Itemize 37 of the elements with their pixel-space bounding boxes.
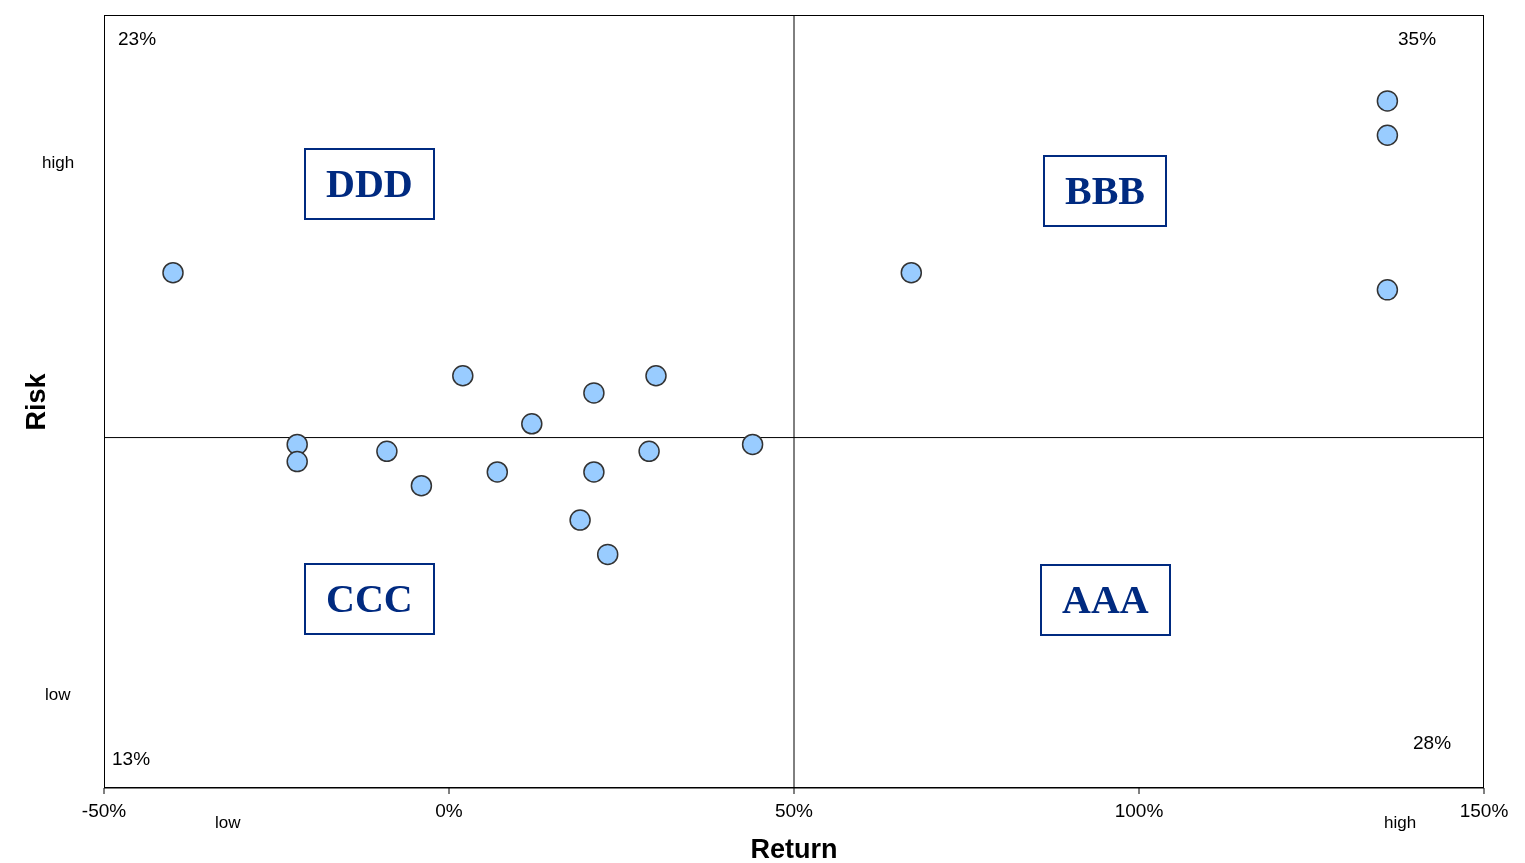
point (452, 364, 474, 387)
annotation: AAA (1040, 564, 1171, 636)
text: low (45, 685, 71, 705)
point (286, 450, 308, 473)
point (486, 461, 509, 483)
x-tick-label: 50% (774, 800, 814, 822)
point (1376, 90, 1399, 112)
point (1376, 124, 1399, 146)
point (376, 440, 398, 463)
annotation: BBB (1043, 155, 1168, 227)
text: high (42, 153, 75, 173)
point (162, 261, 184, 284)
annotation: 28% (1413, 732, 1452, 754)
point (638, 440, 660, 463)
point (410, 474, 433, 497)
point (583, 382, 605, 404)
annotation: 13% (112, 748, 151, 770)
x-axis-title: Return (750, 834, 838, 863)
x-tick-label: 100% (1114, 800, 1164, 822)
text: 23% (118, 28, 157, 50)
point (521, 413, 543, 435)
x-tick-label: 150% (1459, 800, 1509, 822)
annotation: DDD (304, 148, 435, 220)
x-tick-label: -50% (81, 800, 127, 822)
text: 35% (1398, 28, 1437, 50)
point (900, 261, 923, 284)
y-axis-title: Risk (20, 372, 52, 431)
text: low (215, 813, 241, 833)
point (741, 433, 764, 456)
point (1376, 279, 1399, 301)
point (645, 364, 667, 387)
point (596, 543, 619, 566)
text: high (1384, 813, 1417, 833)
annotation: CCC (304, 563, 435, 635)
x-tick-label: 0% (435, 800, 463, 822)
point (569, 509, 591, 531)
point (583, 461, 605, 483)
